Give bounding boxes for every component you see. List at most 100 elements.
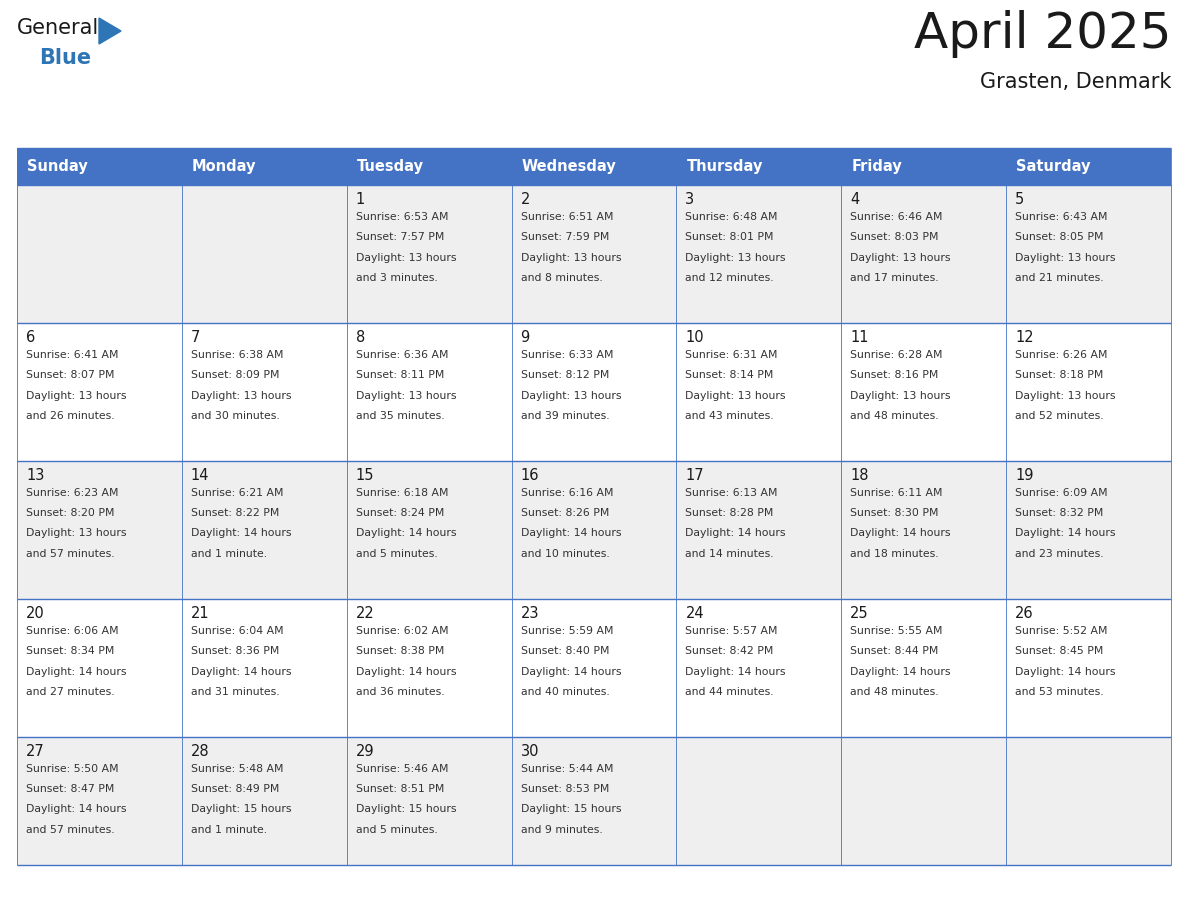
Text: and 23 minutes.: and 23 minutes. [1015,549,1104,559]
Text: and 3 minutes.: and 3 minutes. [355,273,437,283]
Text: Wednesday: Wednesday [522,159,617,174]
Text: and 27 minutes.: and 27 minutes. [26,687,114,697]
Text: Daylight: 13 hours: Daylight: 13 hours [685,252,786,263]
Text: Sunset: 8:49 PM: Sunset: 8:49 PM [191,784,279,794]
Text: Sunrise: 6:02 AM: Sunrise: 6:02 AM [355,625,448,635]
Bar [17,599,1171,736]
Text: Daylight: 15 hours: Daylight: 15 hours [191,804,291,814]
Text: Sunrise: 6:13 AM: Sunrise: 6:13 AM [685,487,778,498]
Text: 11: 11 [851,330,868,344]
Bar [347,148,512,185]
Text: 12: 12 [1015,330,1034,344]
Bar [17,148,182,185]
Text: Daylight: 13 hours: Daylight: 13 hours [851,390,950,400]
Text: 3: 3 [685,192,695,207]
Text: Tuesday: Tuesday [356,159,424,174]
Text: Sunset: 8:40 PM: Sunset: 8:40 PM [520,646,609,656]
Text: and 57 minutes.: and 57 minutes. [26,549,114,559]
Text: 18: 18 [851,467,868,483]
Text: 30: 30 [520,744,539,758]
Text: Daylight: 13 hours: Daylight: 13 hours [191,390,291,400]
Text: and 35 minutes.: and 35 minutes. [355,411,444,421]
Text: 21: 21 [191,606,209,621]
Text: and 39 minutes.: and 39 minutes. [520,411,609,421]
Text: Sunset: 8:18 PM: Sunset: 8:18 PM [1015,370,1104,380]
Text: Sunrise: 6:41 AM: Sunrise: 6:41 AM [26,350,119,360]
Text: Sunset: 8:26 PM: Sunset: 8:26 PM [520,508,609,518]
Text: 27: 27 [26,744,45,758]
Text: Sunset: 8:28 PM: Sunset: 8:28 PM [685,508,773,518]
Text: Daylight: 14 hours: Daylight: 14 hours [191,666,291,677]
Text: Sunrise: 5:57 AM: Sunrise: 5:57 AM [685,625,778,635]
Text: 13: 13 [26,467,44,483]
Text: Daylight: 13 hours: Daylight: 13 hours [1015,390,1116,400]
Bar [841,148,1006,185]
Text: 2: 2 [520,192,530,207]
Text: 19: 19 [1015,467,1034,483]
Text: Sunrise: 6:53 AM: Sunrise: 6:53 AM [355,211,448,221]
Text: Daylight: 13 hours: Daylight: 13 hours [26,390,126,400]
Text: Sunrise: 6:51 AM: Sunrise: 6:51 AM [520,211,613,221]
Text: Sunrise: 6:33 AM: Sunrise: 6:33 AM [520,350,613,360]
Text: Daylight: 13 hours: Daylight: 13 hours [520,252,621,263]
Bar [17,736,1171,865]
Text: 28: 28 [191,744,209,758]
Text: Sunset: 8:32 PM: Sunset: 8:32 PM [1015,508,1104,518]
Text: 7: 7 [191,330,201,344]
Text: Sunset: 8:07 PM: Sunset: 8:07 PM [26,370,114,380]
Text: Sunrise: 6:18 AM: Sunrise: 6:18 AM [355,487,448,498]
Text: and 43 minutes.: and 43 minutes. [685,411,775,421]
Text: Daylight: 13 hours: Daylight: 13 hours [851,252,950,263]
Text: Sunrise: 6:48 AM: Sunrise: 6:48 AM [685,211,778,221]
Text: 22: 22 [355,606,374,621]
Text: Daylight: 14 hours: Daylight: 14 hours [26,666,126,677]
Text: 26: 26 [1015,606,1034,621]
Text: and 36 minutes.: and 36 minutes. [355,687,444,697]
Text: Sunset: 8:53 PM: Sunset: 8:53 PM [520,784,609,794]
Text: Daylight: 13 hours: Daylight: 13 hours [26,529,126,539]
Text: Daylight: 14 hours: Daylight: 14 hours [520,666,621,677]
Text: Daylight: 14 hours: Daylight: 14 hours [1015,666,1116,677]
Text: and 44 minutes.: and 44 minutes. [685,687,775,697]
Text: Blue: Blue [39,48,91,68]
Text: Sunset: 8:45 PM: Sunset: 8:45 PM [1015,646,1104,656]
Text: Daylight: 14 hours: Daylight: 14 hours [1015,529,1116,539]
Text: and 5 minutes.: and 5 minutes. [355,825,437,835]
Text: Sunrise: 6:04 AM: Sunrise: 6:04 AM [191,625,284,635]
Text: Sunrise: 6:26 AM: Sunrise: 6:26 AM [1015,350,1107,360]
Text: General: General [17,18,100,38]
Text: and 10 minutes.: and 10 minutes. [520,549,609,559]
Text: and 53 minutes.: and 53 minutes. [1015,687,1104,697]
Text: 16: 16 [520,467,539,483]
Text: Sunset: 8:42 PM: Sunset: 8:42 PM [685,646,773,656]
Bar [182,148,347,185]
Text: Sunrise: 6:09 AM: Sunrise: 6:09 AM [1015,487,1107,498]
Text: Sunrise: 5:52 AM: Sunrise: 5:52 AM [1015,625,1107,635]
Text: Sunrise: 5:44 AM: Sunrise: 5:44 AM [520,764,613,774]
Text: 14: 14 [191,467,209,483]
Text: Sunset: 8:01 PM: Sunset: 8:01 PM [685,232,773,242]
Text: Sunset: 8:36 PM: Sunset: 8:36 PM [191,646,279,656]
Text: Daylight: 15 hours: Daylight: 15 hours [355,804,456,814]
Text: 10: 10 [685,330,704,344]
Text: Sunset: 8:30 PM: Sunset: 8:30 PM [851,508,939,518]
Text: Sunrise: 6:06 AM: Sunrise: 6:06 AM [26,625,119,635]
Text: and 8 minutes.: and 8 minutes. [520,273,602,283]
Text: 6: 6 [26,330,36,344]
Text: 4: 4 [851,192,860,207]
Text: Daylight: 13 hours: Daylight: 13 hours [355,252,456,263]
Text: Sunrise: 6:21 AM: Sunrise: 6:21 AM [191,487,284,498]
Text: Sunset: 8:03 PM: Sunset: 8:03 PM [851,232,939,242]
Text: and 12 minutes.: and 12 minutes. [685,273,775,283]
Text: Daylight: 14 hours: Daylight: 14 hours [26,804,126,814]
Text: and 14 minutes.: and 14 minutes. [685,549,775,559]
Text: 1: 1 [355,192,365,207]
Text: Sunrise: 6:38 AM: Sunrise: 6:38 AM [191,350,284,360]
Text: Daylight: 14 hours: Daylight: 14 hours [355,529,456,539]
Text: Grasten, Denmark: Grasten, Denmark [980,72,1171,92]
Text: and 40 minutes.: and 40 minutes. [520,687,609,697]
Text: Sunrise: 5:55 AM: Sunrise: 5:55 AM [851,625,943,635]
Text: Sunset: 8:34 PM: Sunset: 8:34 PM [26,646,114,656]
Text: and 52 minutes.: and 52 minutes. [1015,411,1104,421]
Text: and 26 minutes.: and 26 minutes. [26,411,114,421]
